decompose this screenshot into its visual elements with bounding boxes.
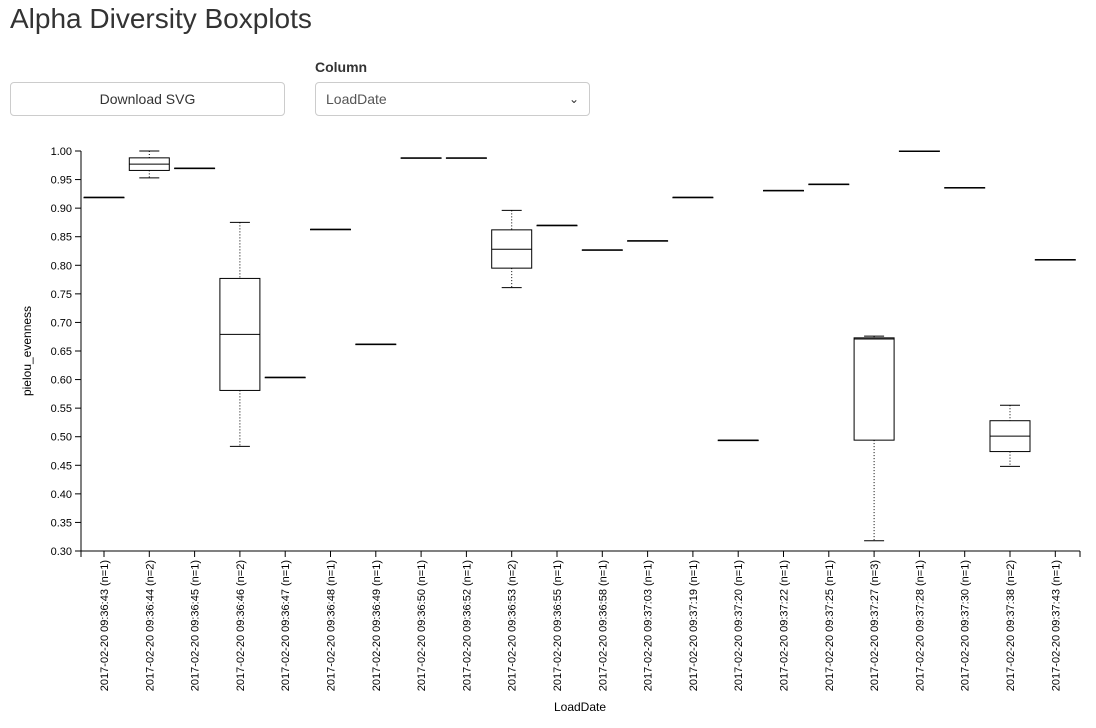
y-tick-label: 0.70	[51, 317, 72, 329]
box-15	[763, 189, 804, 192]
x-tick-label: 2017-02-20 09:36:47 (n=1)	[280, 560, 292, 691]
box-14	[717, 439, 759, 442]
y-tick-label: 0.45	[51, 460, 72, 472]
y-tick-label: 1.00	[51, 146, 72, 158]
x-tick-label: 2017-02-20 09:36:53 (n=2)	[507, 560, 519, 691]
box-4	[264, 376, 306, 379]
box-19	[944, 187, 986, 189]
x-tick-label: 2017-02-20 09:37:43 (n=1)	[1050, 560, 1062, 691]
x-tick-label: 2017-02-20 09:37:19 (n=1)	[688, 560, 700, 691]
box-20	[989, 404, 1031, 467]
y-tick-label: 0.55	[51, 403, 72, 415]
y-tick-label: 0.30	[51, 546, 72, 558]
x-tick-label: 2017-02-20 09:36:45 (n=1)	[190, 560, 202, 691]
y-tick-label: 0.65	[51, 346, 72, 358]
y-tick-label: 0.90	[51, 203, 72, 215]
box-9	[491, 209, 533, 289]
x-tick-label: 2017-02-20 09:36:44 (n=2)	[144, 560, 156, 691]
x-tick-label: 2017-02-20 09:37:28 (n=1)	[914, 560, 926, 691]
box-3	[219, 221, 261, 447]
chevron-down-icon: ⌄	[568, 92, 579, 106]
x-tick-label: 2017-02-20 09:37:22 (n=1)	[779, 560, 791, 691]
box-7	[400, 157, 442, 159]
box-21	[1034, 259, 1076, 261]
box-10	[536, 224, 578, 227]
y-tick-label: 0.40	[51, 489, 72, 501]
x-tick-label: 2017-02-20 09:36:49 (n=1)	[371, 560, 383, 691]
box-8	[445, 157, 487, 159]
y-tick-label: 0.75	[51, 289, 72, 301]
y-tick-label: 0.60	[51, 375, 72, 387]
download-svg-label: Download SVG	[99, 91, 196, 107]
x-axis: 2017-02-20 09:36:43 (n=1) 2017-02-20 09:3…	[80, 550, 1081, 691]
download-svg-button[interactable]: Download SVG	[10, 82, 285, 116]
x-tick-label: 2017-02-20 09:36:43 (n=1)	[99, 560, 111, 691]
column-label: Column	[315, 59, 368, 75]
y-tick-label: 0.50	[51, 432, 72, 444]
x-tick-label: 2017-02-20 09:37:03 (n=1)	[643, 560, 655, 691]
y-tick-label: 0.80	[51, 260, 72, 272]
box-12	[627, 240, 669, 242]
x-tick-label: 2017-02-20 09:37:25 (n=1)	[824, 560, 836, 691]
box-5	[310, 228, 351, 231]
x-tick-label: 2017-02-20 09:36:55 (n=1)	[552, 560, 564, 691]
box-17	[853, 335, 895, 542]
x-tick-label: 2017-02-20 09:36:50 (n=1)	[416, 560, 428, 691]
column-select-value: LoadDate	[326, 91, 387, 107]
y-axis-label: pielou_evenness	[20, 306, 34, 396]
box-0	[83, 196, 125, 199]
box-13	[672, 196, 714, 199]
page-title: Alpha Diversity Boxplots	[10, 3, 312, 34]
x-tick-label: 2017-02-20 09:37:20 (n=1)	[733, 560, 745, 691]
y-tick-label: 0.95	[51, 175, 72, 187]
x-tick-label: 2017-02-20 09:36:46 (n=2)	[235, 560, 247, 691]
box-2	[174, 167, 216, 170]
y-tick-label: 0.85	[51, 232, 72, 244]
box-16	[808, 183, 850, 186]
y-tick-label: 0.35	[51, 517, 72, 529]
x-axis-label: LoadDate	[554, 700, 606, 714]
boxplot-series	[83, 150, 1076, 542]
x-tick-label: 2017-02-20 09:37:27 (n=3)	[869, 560, 881, 691]
box-6	[355, 343, 397, 346]
x-tick-label: 2017-02-20 09:37:30 (n=1)	[960, 560, 972, 691]
box-rect	[853, 337, 895, 441]
box-18	[898, 150, 940, 152]
y-axis: 0.30 0.35 0.40 0.45 0.50 0.55 0.60 0.65 0.70 0.75…	[51, 146, 82, 558]
column-select[interactable]: LoadDate ⌄	[315, 82, 590, 116]
box-11	[581, 249, 623, 251]
box-1	[128, 150, 170, 179]
x-tick-label: 2017-02-20 09:36:52 (n=1)	[461, 560, 473, 691]
x-tick-label: 2017-02-20 09:37:38 (n=2)	[1005, 560, 1017, 691]
x-tick-label: 2017-02-20 09:36:48 (n=1)	[326, 560, 338, 691]
x-tick-label: 2017-02-20 09:36:58 (n=1)	[597, 560, 609, 691]
